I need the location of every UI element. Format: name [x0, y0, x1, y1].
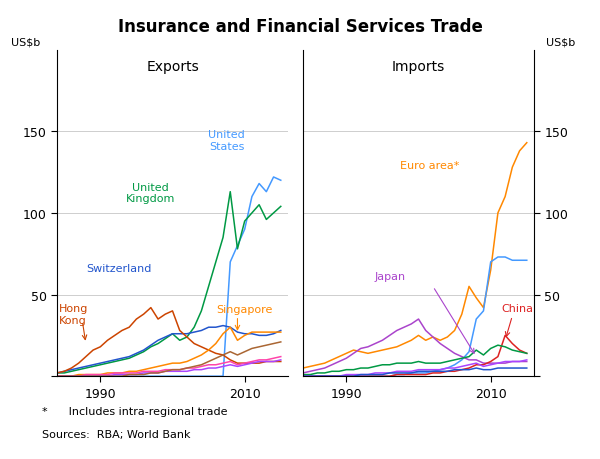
- Text: Switzerland: Switzerland: [86, 264, 151, 274]
- Text: Insurance and Financial Services Trade: Insurance and Financial Services Trade: [118, 18, 482, 36]
- Text: United
States: United States: [208, 130, 245, 151]
- Text: China: China: [502, 303, 533, 313]
- Text: Singapore: Singapore: [216, 304, 272, 314]
- Text: Exports: Exports: [146, 60, 199, 74]
- Text: *      Includes intra-regional trade: * Includes intra-regional trade: [42, 406, 227, 416]
- Text: United
Kingdom: United Kingdom: [126, 182, 176, 204]
- Text: Japan: Japan: [374, 272, 405, 282]
- Text: Imports: Imports: [392, 60, 445, 74]
- Text: US$b: US$b: [547, 37, 575, 47]
- Text: Sources:  RBA; World Bank: Sources: RBA; World Bank: [42, 429, 191, 439]
- Text: Hong
Kong: Hong Kong: [59, 304, 89, 325]
- Text: US$b: US$b: [11, 37, 40, 47]
- Text: Euro area*: Euro area*: [400, 161, 459, 171]
